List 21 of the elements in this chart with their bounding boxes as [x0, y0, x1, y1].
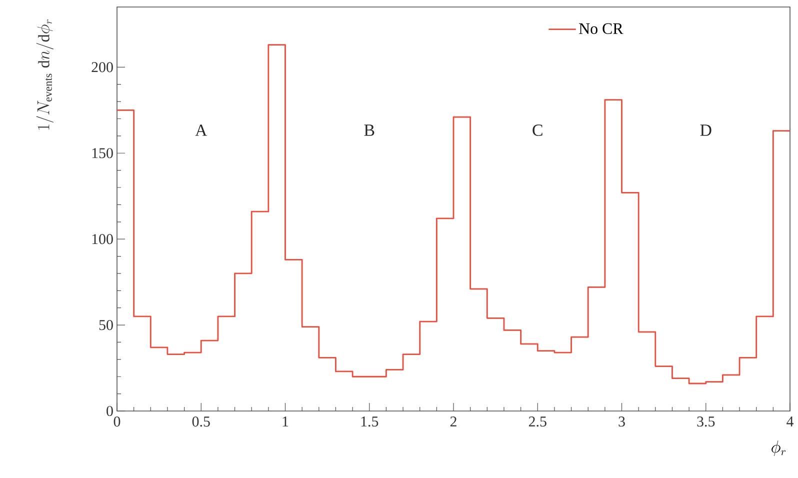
x-tick-label: 4 [786, 416, 794, 426]
legend-label: No CR [579, 23, 624, 34]
x-tick-label: 1 [282, 416, 288, 426]
x-tick-label: 1.5 [361, 416, 378, 427]
x-tick-label: 2.5 [528, 416, 546, 427]
y-tick-label: 150 [92, 148, 113, 158]
y-axis-title: $1/N_{\mathrm{events}}\;\mathrm{d}n/\mathrm{d}\phi_r$ [36, 19, 54, 130]
x-tick-label: 2 [450, 416, 456, 426]
annotation: A [195, 124, 208, 136]
x-tick-label: 0.5 [192, 416, 210, 427]
annotation: D [700, 124, 712, 136]
y-tick-label: 200 [92, 62, 113, 72]
y-tick-label: 100 [92, 234, 113, 244]
annotation: C [532, 124, 542, 136]
y-tick-label: 0 [106, 406, 113, 416]
y-tick-label: 50 [99, 320, 113, 330]
x-axis-title: $\phi_r$ [772, 440, 786, 456]
x-tick-label: 3.5 [697, 416, 715, 427]
x-tick-label: 0 [114, 416, 120, 427]
annotation: B [364, 124, 374, 136]
x-tick-label: 3 [618, 416, 625, 427]
